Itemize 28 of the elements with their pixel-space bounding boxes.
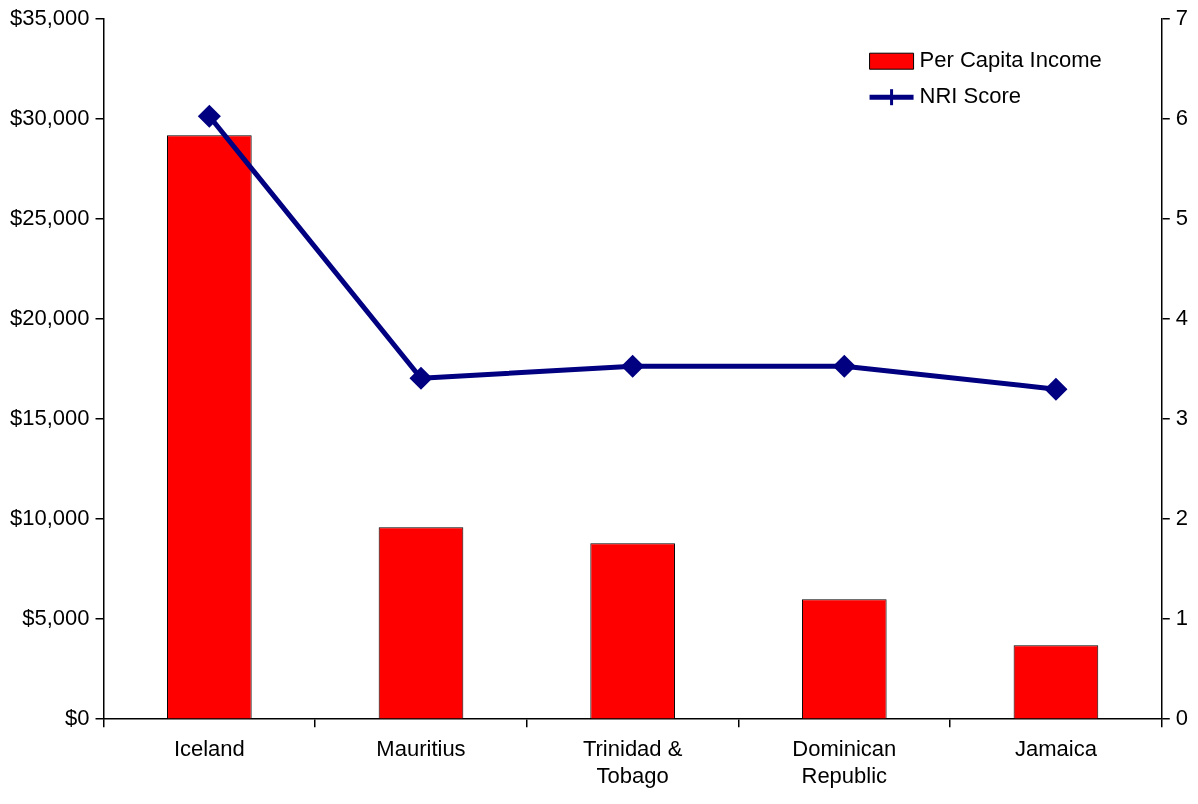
x-tick-label: Jamaica [1014,736,1098,762]
y2-tick-label: 0 [1175,705,1189,731]
x-tick-label: Dominican Republic [792,736,897,788]
y2-tick-label: 5 [1175,205,1189,231]
y2-tick-label: 7 [1175,5,1189,31]
y-tick-label: $0 [65,705,90,731]
legend-label: NRI Score [919,83,1022,109]
point [410,367,432,389]
point [833,355,855,377]
y2-tick-label: 2 [1175,505,1189,531]
y2-tick-label: 3 [1175,405,1189,431]
y2-tick-label: 6 [1175,105,1189,131]
legend-label: Per Capita Income [919,47,1102,73]
point [622,355,644,377]
point [1045,378,1067,400]
y-tick-label: $5,000 [22,605,90,631]
y2-tick-label: 1 [1175,605,1189,631]
y-tick-label: $10,000 [9,505,90,531]
y2-tick-label: 4 [1175,305,1189,331]
point [198,105,220,127]
y-tick-label: $20,000 [9,305,90,331]
y-tick-label: $15,000 [9,405,90,431]
x-tick-label: Trinidad & Tobago [582,736,683,788]
x-tick-label: Iceland [173,736,245,762]
y-tick-label: $35,000 [9,5,90,31]
x-tick-label: Mauritius [376,736,466,762]
y-tick-label: $30,000 [9,105,90,131]
y-tick-label: $25,000 [9,205,90,231]
